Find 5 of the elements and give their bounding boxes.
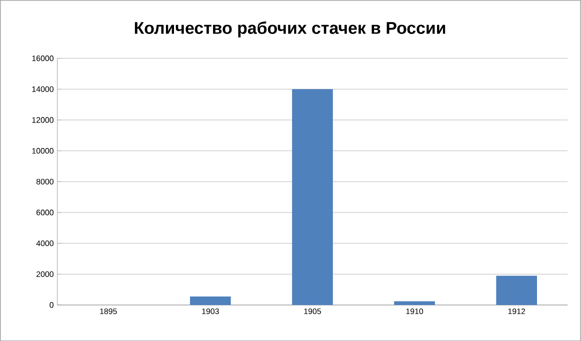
bar — [190, 296, 231, 305]
bar — [394, 301, 435, 305]
bar — [496, 276, 537, 305]
chart-title: Количество рабочих стачек в России — [134, 21, 446, 38]
bar — [292, 88, 333, 305]
